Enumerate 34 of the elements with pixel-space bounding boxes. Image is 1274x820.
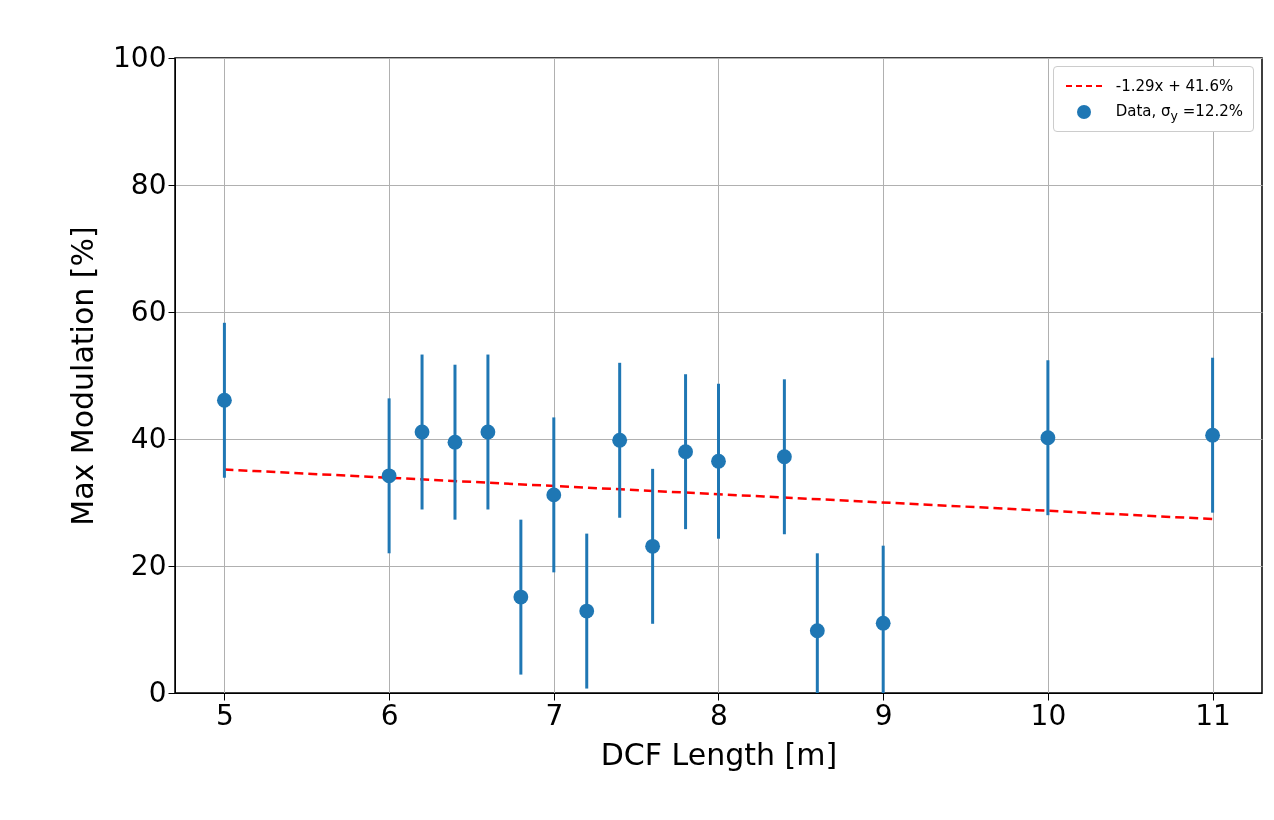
point (1040, 430, 1056, 446)
y-tick-label: 80 (130, 167, 167, 201)
x-tick-label: 8 (710, 698, 728, 732)
x-tick-label: 7 (545, 698, 564, 732)
y-tick-label: 40 (130, 421, 167, 455)
point (546, 487, 562, 503)
point (875, 615, 891, 631)
point (809, 623, 825, 639)
point (381, 468, 397, 484)
x-tick-label: 11 (1195, 698, 1231, 732)
x-tick-label: 5 (216, 698, 234, 732)
y-tick-label: 100 (113, 40, 167, 74)
y-tick-label: 0 (148, 675, 167, 709)
point (414, 424, 430, 440)
point (513, 589, 529, 605)
point (216, 392, 232, 408)
legend-label: -1.29x + 41.6% (1115, 77, 1234, 95)
point (480, 424, 496, 440)
point (711, 453, 726, 469)
x-axis-title: DCF Length [m] (600, 736, 838, 772)
y-tick-label: 20 (130, 548, 167, 582)
x-tick-label: 9 (874, 698, 893, 732)
point (579, 603, 595, 619)
y-axis-title: Max Modulation [%] (65, 226, 101, 526)
legend-label: Data, σ$_{y}$ =12.2% (1115, 101, 1243, 123)
point (447, 434, 463, 450)
y-tick-label: 60 (130, 294, 167, 328)
x-tick-label: 6 (380, 698, 399, 732)
point (678, 444, 693, 460)
point (612, 432, 628, 448)
x-tick-label: 10 (1030, 698, 1067, 732)
point (776, 449, 792, 465)
point (1205, 427, 1221, 443)
point (645, 538, 661, 554)
